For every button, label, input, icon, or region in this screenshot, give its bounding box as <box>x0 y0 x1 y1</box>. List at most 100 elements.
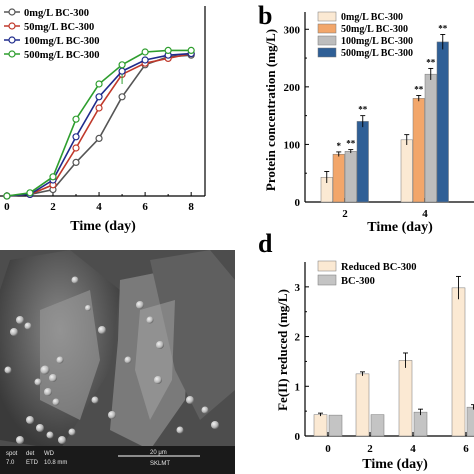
legend-swatch-d-0 <box>317 260 337 272</box>
significance-mark-b: ** <box>358 105 368 115</box>
sem-footer-det-val: ETD <box>26 460 38 466</box>
sem-micrograph: spot 7.0 det ETD WD 10.8 mm 20 μm SKLMT <box>0 250 235 474</box>
series-line-a-0 <box>6 54 192 197</box>
bar-d-0 <box>398 360 413 437</box>
y-axis-label-d: Fe(II) reduced (mg/L) <box>275 289 290 411</box>
x-tick-label-a: 6 <box>142 201 148 213</box>
series-point-a-3 <box>187 46 195 55</box>
sem-footer: spot 7.0 det ETD WD 10.8 mm 20 μm SKLMT <box>0 448 235 474</box>
series-point-a-3 <box>72 115 80 123</box>
x-tick-label-a: 4 <box>96 201 102 213</box>
bar-b-0 <box>400 139 413 203</box>
bar-d-1 <box>370 414 385 437</box>
bar-d-1 <box>328 414 343 437</box>
legend-swatch-b-1 <box>317 23 337 34</box>
legend-label-b: 0mg/L BC-300 <box>341 12 403 23</box>
x-axis-label-b: Time (day) <box>367 220 433 235</box>
series-point-a-2 <box>72 133 80 141</box>
panel-label-d: d <box>258 229 273 258</box>
legend-marker-a-2 <box>8 36 16 44</box>
bar-d-0 <box>355 373 370 437</box>
series-point-a-0 <box>95 134 103 142</box>
x-tick-label-b: 2 <box>342 208 348 220</box>
series-line-a-2 <box>6 52 192 197</box>
series-point-a-3 <box>141 48 149 56</box>
legend-label-b: 500mg/L BC-300 <box>341 48 413 59</box>
legend-marker-a-3 <box>8 50 16 58</box>
series-line-a-1 <box>6 52 192 197</box>
x-tick-label-d: 6 <box>463 443 469 455</box>
chart-panel-d: 0 1 2 3 Fe(II) reduced (mg/L) Time (day) 0 2 4 6 R… <box>275 260 474 472</box>
chart-panel-b: 0 100 200 300 Protein concentration (mg/L) Ti… <box>263 11 474 235</box>
bar-b-3 <box>356 121 369 203</box>
series-line-a-3 <box>6 49 192 197</box>
legend-label-b: 100mg/L BC-300 <box>341 36 413 47</box>
bar-d-0 <box>313 414 328 437</box>
series-point-a-3 <box>118 61 126 69</box>
sem-scale-bar-label: 20 μm <box>150 450 167 456</box>
sem-footer-wd: WD <box>44 451 54 457</box>
sem-texture <box>0 250 235 474</box>
x-axis-label-d: Time (day) <box>362 457 428 472</box>
y-tick-label-d: 2 <box>295 332 301 344</box>
y-tick-label-d: 1 <box>295 381 301 393</box>
bar-b-2 <box>424 73 437 203</box>
bar-b-1 <box>332 153 345 203</box>
bar-d-1 <box>413 411 428 437</box>
sem-footer-spot: spot <box>6 451 18 457</box>
significance-mark-b: ** <box>346 139 356 149</box>
y-tick-label-b: 100 <box>284 139 301 151</box>
sem-footer-wd-val: 10.8 mm <box>44 460 68 466</box>
x-tick-label-a: 0 <box>4 201 10 213</box>
x-tick-label-a: 8 <box>188 201 194 213</box>
chart-panel-a: 0 2 4 6 8 Time (day) 0mg/L BC-300 50mg/L BC-300… <box>0 6 206 234</box>
x-tick-label-b: 4 <box>422 208 428 220</box>
series-point-a-2 <box>141 56 149 64</box>
y-tick-label-b: 0 <box>295 197 301 209</box>
series-point-a-1 <box>72 144 80 152</box>
sem-footer-lab: SKLMT <box>150 461 171 467</box>
x-tick-label-d: 4 <box>410 443 416 455</box>
legend-label-a: 50mg/L BC-300 <box>24 22 94 33</box>
legend-label-b: 50mg/L BC-300 <box>341 24 408 35</box>
series-point-a-2 <box>95 93 103 101</box>
x-tick-label-a: 2 <box>50 201 56 213</box>
series-point-a-3 <box>3 192 11 200</box>
significance-mark-b: ** <box>438 23 448 33</box>
legend-swatch-b-0 <box>317 11 337 22</box>
legend-marker-a-1 <box>8 22 16 30</box>
bar-b-3 <box>436 41 449 203</box>
y-tick-label-b: 300 <box>284 24 301 36</box>
series-point-a-1 <box>95 104 103 112</box>
significance-mark-b: * <box>337 141 342 151</box>
y-tick-label-d: 3 <box>295 282 301 294</box>
series-point-a-2 <box>118 67 126 75</box>
y-tick-label-d: 0 <box>295 431 301 443</box>
legend-label-d: Reduced BC-300 <box>341 262 417 273</box>
legend-label-a: 100mg/L BC-300 <box>24 36 100 47</box>
bar-b-1 <box>412 98 425 203</box>
x-axis-label-a: Time (day) <box>70 219 136 234</box>
bar-d-0 <box>451 287 466 437</box>
series-point-a-3 <box>49 173 57 181</box>
series-point-a-3 <box>26 189 34 197</box>
legend-label-a: 500mg/L BC-300 <box>24 50 100 61</box>
legend-swatch-b-3 <box>317 47 337 58</box>
legend-marker-a-0 <box>8 8 16 16</box>
bar-d-1 <box>466 406 474 437</box>
legend-swatch-d-1 <box>317 274 337 286</box>
significance-mark-b: ** <box>426 57 436 67</box>
series-point-a-0 <box>118 93 126 101</box>
y-axis-label-b: Protein concentration (mg/L) <box>263 29 278 191</box>
legend-label-d: BC-300 <box>341 276 375 287</box>
y-tick-label-b: 200 <box>284 82 301 94</box>
series-point-a-0 <box>72 158 80 166</box>
sem-footer-spot-val: 7.0 <box>6 460 15 466</box>
x-tick-label-d: 0 <box>325 443 331 455</box>
series-point-a-3 <box>164 46 172 55</box>
legend-label-a: 0mg/L BC-300 <box>24 8 89 19</box>
significance-mark-b: ** <box>414 84 424 94</box>
x-tick-label-d: 2 <box>367 443 373 455</box>
sem-footer-det: det <box>26 451 35 457</box>
